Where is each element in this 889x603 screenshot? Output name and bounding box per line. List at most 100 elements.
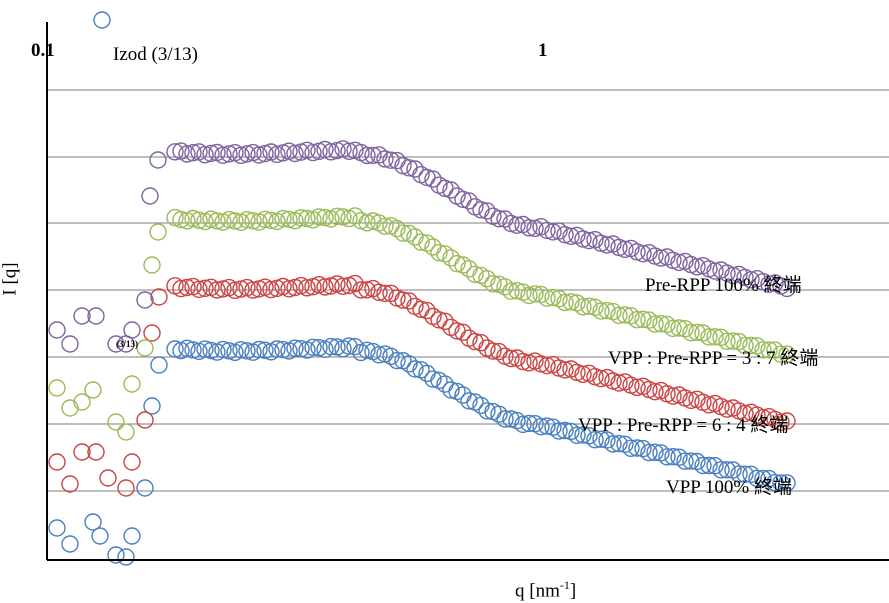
- data-point: [646, 315, 664, 333]
- data-point: [123, 321, 141, 339]
- data-point: [478, 270, 496, 288]
- data-point: [760, 275, 778, 293]
- data-point: [736, 404, 754, 423]
- series-label-pre-rpp-100: Pre-RPP 100% 終端: [645, 275, 802, 296]
- data-point: [544, 223, 562, 241]
- data-point: [724, 266, 742, 285]
- data-point: [370, 346, 388, 364]
- data-point: [748, 469, 766, 488]
- data-point: [430, 243, 448, 262]
- data-point: [376, 150, 394, 168]
- data-point: [84, 513, 102, 531]
- data-point: [143, 256, 161, 274]
- data-point: [574, 230, 592, 248]
- data-point: [141, 187, 159, 205]
- data-point: [178, 278, 196, 297]
- data-point: [73, 307, 91, 325]
- data-point: [202, 341, 220, 360]
- data-point: [107, 335, 125, 353]
- data-point: [742, 336, 760, 355]
- data-point: [694, 324, 712, 342]
- data-point: [724, 332, 742, 350]
- data-point: [220, 145, 238, 163]
- data-point: [556, 361, 574, 379]
- data-point: [580, 297, 598, 315]
- data-point: [48, 519, 66, 537]
- data-point: [322, 143, 340, 161]
- data-point: [48, 453, 66, 471]
- data-point: [766, 341, 784, 359]
- data-point: [352, 281, 370, 299]
- data-point: [358, 146, 376, 165]
- data-point: [706, 262, 724, 280]
- data-point: [568, 426, 586, 444]
- data-point: [682, 452, 700, 470]
- data-point: [502, 349, 520, 368]
- data-point: [652, 249, 670, 267]
- data-point: [676, 452, 694, 470]
- data-point: [652, 315, 670, 333]
- data-point: [334, 277, 352, 295]
- data-point: [616, 306, 634, 324]
- data-point: [172, 279, 190, 298]
- data-point: [226, 212, 244, 230]
- data-point: [508, 411, 526, 430]
- data-point: [706, 457, 724, 475]
- data-point: [190, 280, 208, 299]
- data-point: [107, 546, 125, 564]
- y-axis-label: I [q]: [0, 262, 21, 296]
- data-point: [280, 280, 298, 298]
- data-point: [238, 342, 256, 360]
- data-point: [736, 465, 754, 483]
- data-point: [376, 284, 394, 303]
- data-point: [496, 410, 514, 428]
- series-label-vpp-6-4: VPP : Pre-RPP = 6 : 4 終端: [578, 415, 789, 436]
- data-point: [700, 328, 718, 346]
- data-point: [598, 431, 616, 449]
- data-point: [123, 453, 141, 471]
- data-point: [472, 334, 490, 352]
- data-point: [123, 375, 141, 393]
- data-point: [484, 342, 502, 360]
- data-point: [460, 192, 478, 210]
- data-point: [298, 209, 316, 228]
- data-point: [250, 146, 268, 164]
- data-point: [580, 427, 598, 445]
- data-point: [520, 354, 538, 372]
- data-point: [184, 209, 202, 228]
- data-point: [418, 234, 436, 252]
- data-point: [208, 212, 226, 230]
- data-point: [406, 160, 424, 178]
- data-point: [214, 280, 232, 298]
- data-point: [604, 435, 622, 453]
- data-point: [304, 143, 322, 162]
- data-point: [274, 340, 292, 359]
- data-point: [508, 282, 526, 300]
- data-point: [143, 397, 161, 415]
- data-point: [490, 209, 508, 228]
- data-point: [622, 439, 640, 457]
- data-point: [610, 306, 628, 325]
- data-point: [772, 413, 790, 431]
- data-point: [256, 144, 274, 163]
- data-point: [664, 448, 682, 466]
- data-point: [328, 207, 346, 226]
- data-point: [256, 210, 274, 229]
- data-point: [712, 328, 730, 346]
- data-point: [232, 280, 250, 298]
- data-point: [91, 527, 109, 545]
- data-point: [190, 211, 208, 229]
- data-point: [382, 151, 400, 169]
- data-point: [262, 211, 280, 230]
- data-point: [99, 469, 117, 487]
- data-point: [208, 281, 226, 299]
- data-point: [136, 411, 154, 429]
- data-point: [388, 219, 406, 238]
- data-point: [232, 341, 250, 359]
- data-point: [400, 355, 418, 373]
- data-point: [412, 233, 430, 251]
- data-point: [520, 219, 538, 237]
- data-point: [688, 452, 706, 471]
- data-point: [574, 365, 592, 383]
